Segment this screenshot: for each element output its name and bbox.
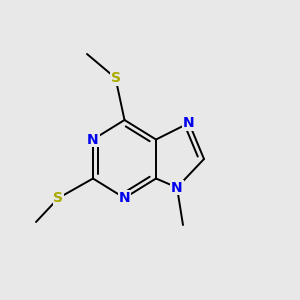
Text: S: S bbox=[53, 191, 64, 205]
Text: S: S bbox=[110, 71, 121, 85]
Text: N: N bbox=[119, 191, 130, 205]
Text: N: N bbox=[183, 116, 195, 130]
Text: N: N bbox=[87, 133, 99, 146]
Text: N: N bbox=[171, 181, 183, 194]
